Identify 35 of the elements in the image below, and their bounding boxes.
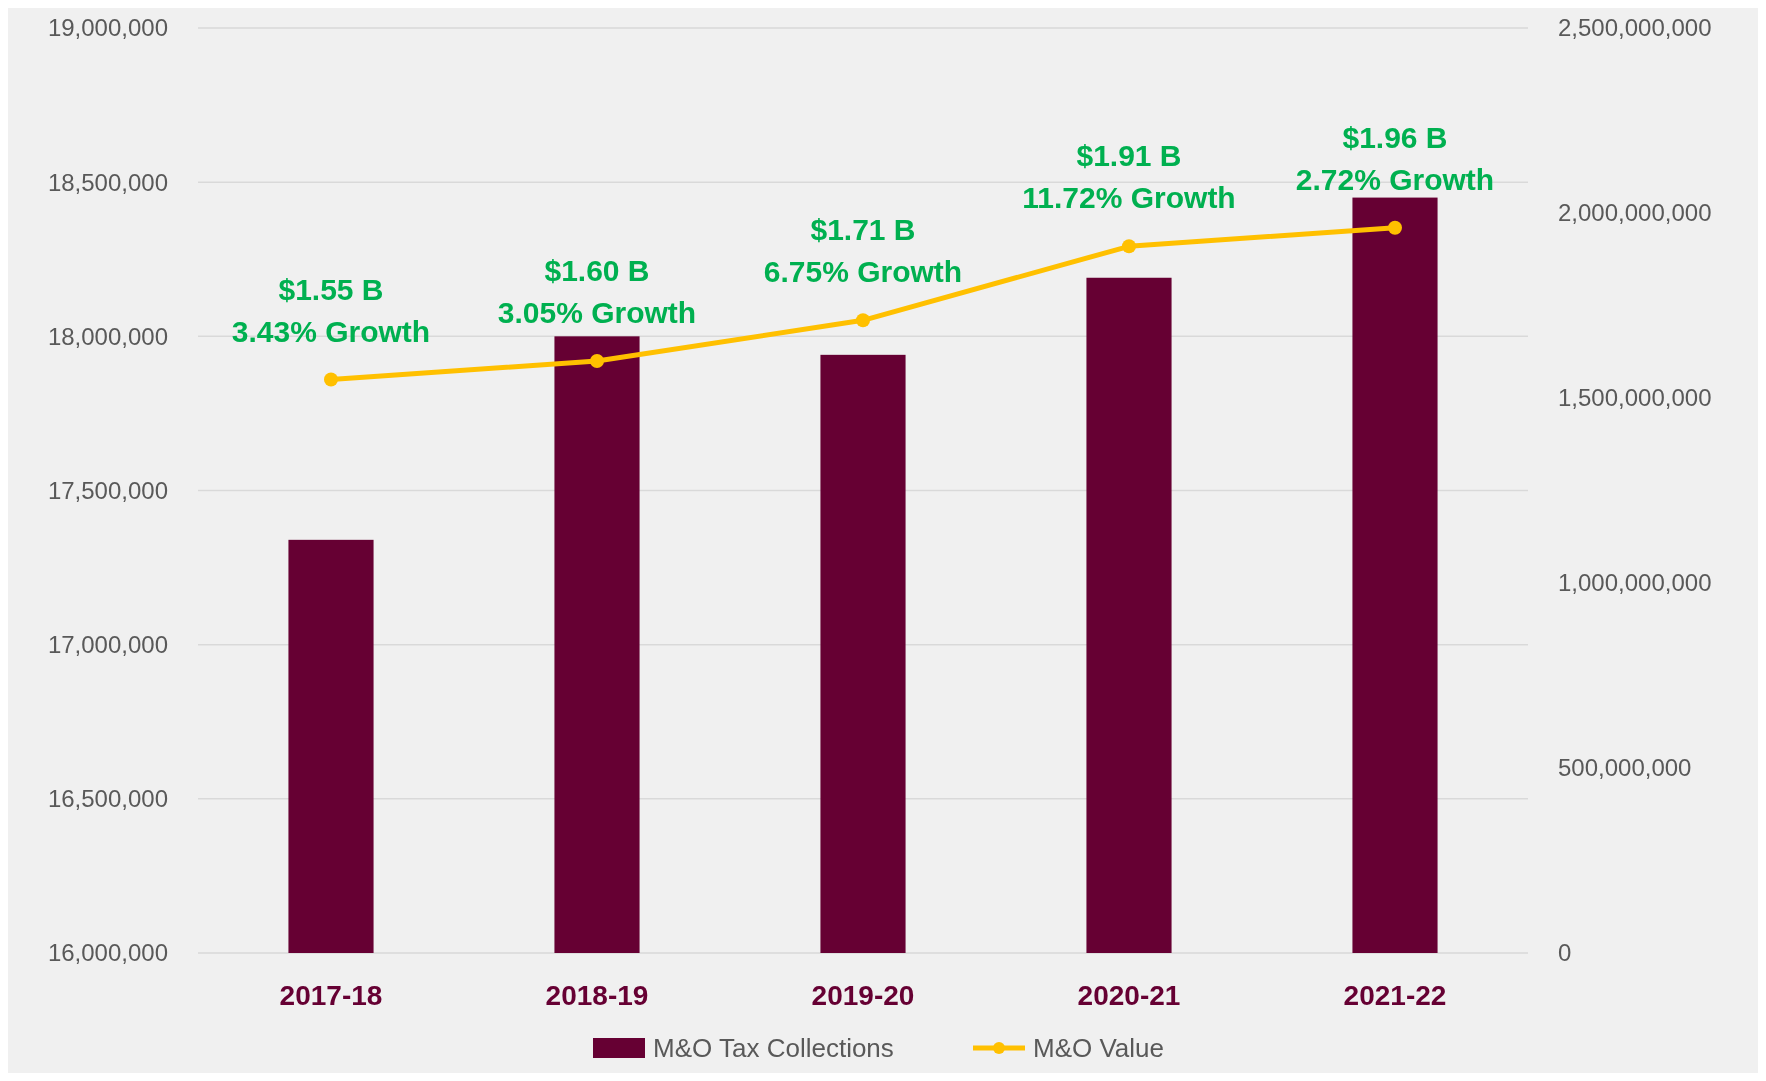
annotation: 3.05% Growth bbox=[497, 296, 697, 329]
annotation: 11.72% Growth bbox=[1022, 181, 1236, 215]
point bbox=[590, 354, 604, 368]
data-label: $1.55 B bbox=[278, 272, 384, 306]
x-tick-label: 2017-18 bbox=[279, 980, 383, 1011]
annotation: 2.72% Growth bbox=[1295, 162, 1495, 196]
y2-tick-label: 500,000,000 bbox=[1558, 754, 1692, 782]
y2-tick-label: 2,000,000,000 bbox=[1558, 199, 1712, 227]
y2-tick-label: 2,500,000,000 bbox=[1558, 14, 1712, 42]
x-tick-label: 2019-20 bbox=[811, 980, 915, 1011]
y-tick-label: 19,000,000 bbox=[47, 14, 168, 42]
x-tick-label: 2020-21 bbox=[1077, 980, 1181, 1011]
y-tick-label: 16,000,000 bbox=[47, 939, 168, 967]
annotation: 6.75% Growth bbox=[763, 255, 963, 289]
y2-tick-label: 1,500,000,000 bbox=[1558, 384, 1712, 412]
annotation: 3.43% Growth bbox=[231, 314, 431, 348]
x-tick-label: 2021-22 bbox=[1343, 980, 1447, 1011]
data-label: $1.91 B bbox=[1076, 139, 1182, 173]
y-tick-label: 18,000,000 bbox=[47, 322, 168, 350]
point bbox=[324, 372, 338, 387]
data-label: $1.60 B bbox=[544, 254, 650, 287]
legend-label: M&O Tax Collections bbox=[653, 1033, 894, 1064]
data-label: $1.71 B bbox=[810, 213, 916, 247]
x-tick-label: 2018-19 bbox=[545, 980, 649, 1011]
legend-label: M&O Value bbox=[1033, 1033, 1165, 1064]
y-tick-label: 16,500,000 bbox=[47, 785, 168, 813]
point bbox=[856, 313, 870, 328]
y-tick-label: 17,000,000 bbox=[47, 631, 168, 659]
data-label: $1.96 B bbox=[1342, 120, 1448, 154]
y2-tick-label: 1,000,000,000 bbox=[1558, 569, 1712, 597]
y2-tick-label: 0 bbox=[1558, 939, 1572, 967]
y-tick-label: 17,500,000 bbox=[47, 476, 168, 504]
point bbox=[1388, 220, 1402, 235]
point bbox=[1122, 239, 1136, 254]
y-tick-label: 18,500,000 bbox=[47, 168, 168, 196]
